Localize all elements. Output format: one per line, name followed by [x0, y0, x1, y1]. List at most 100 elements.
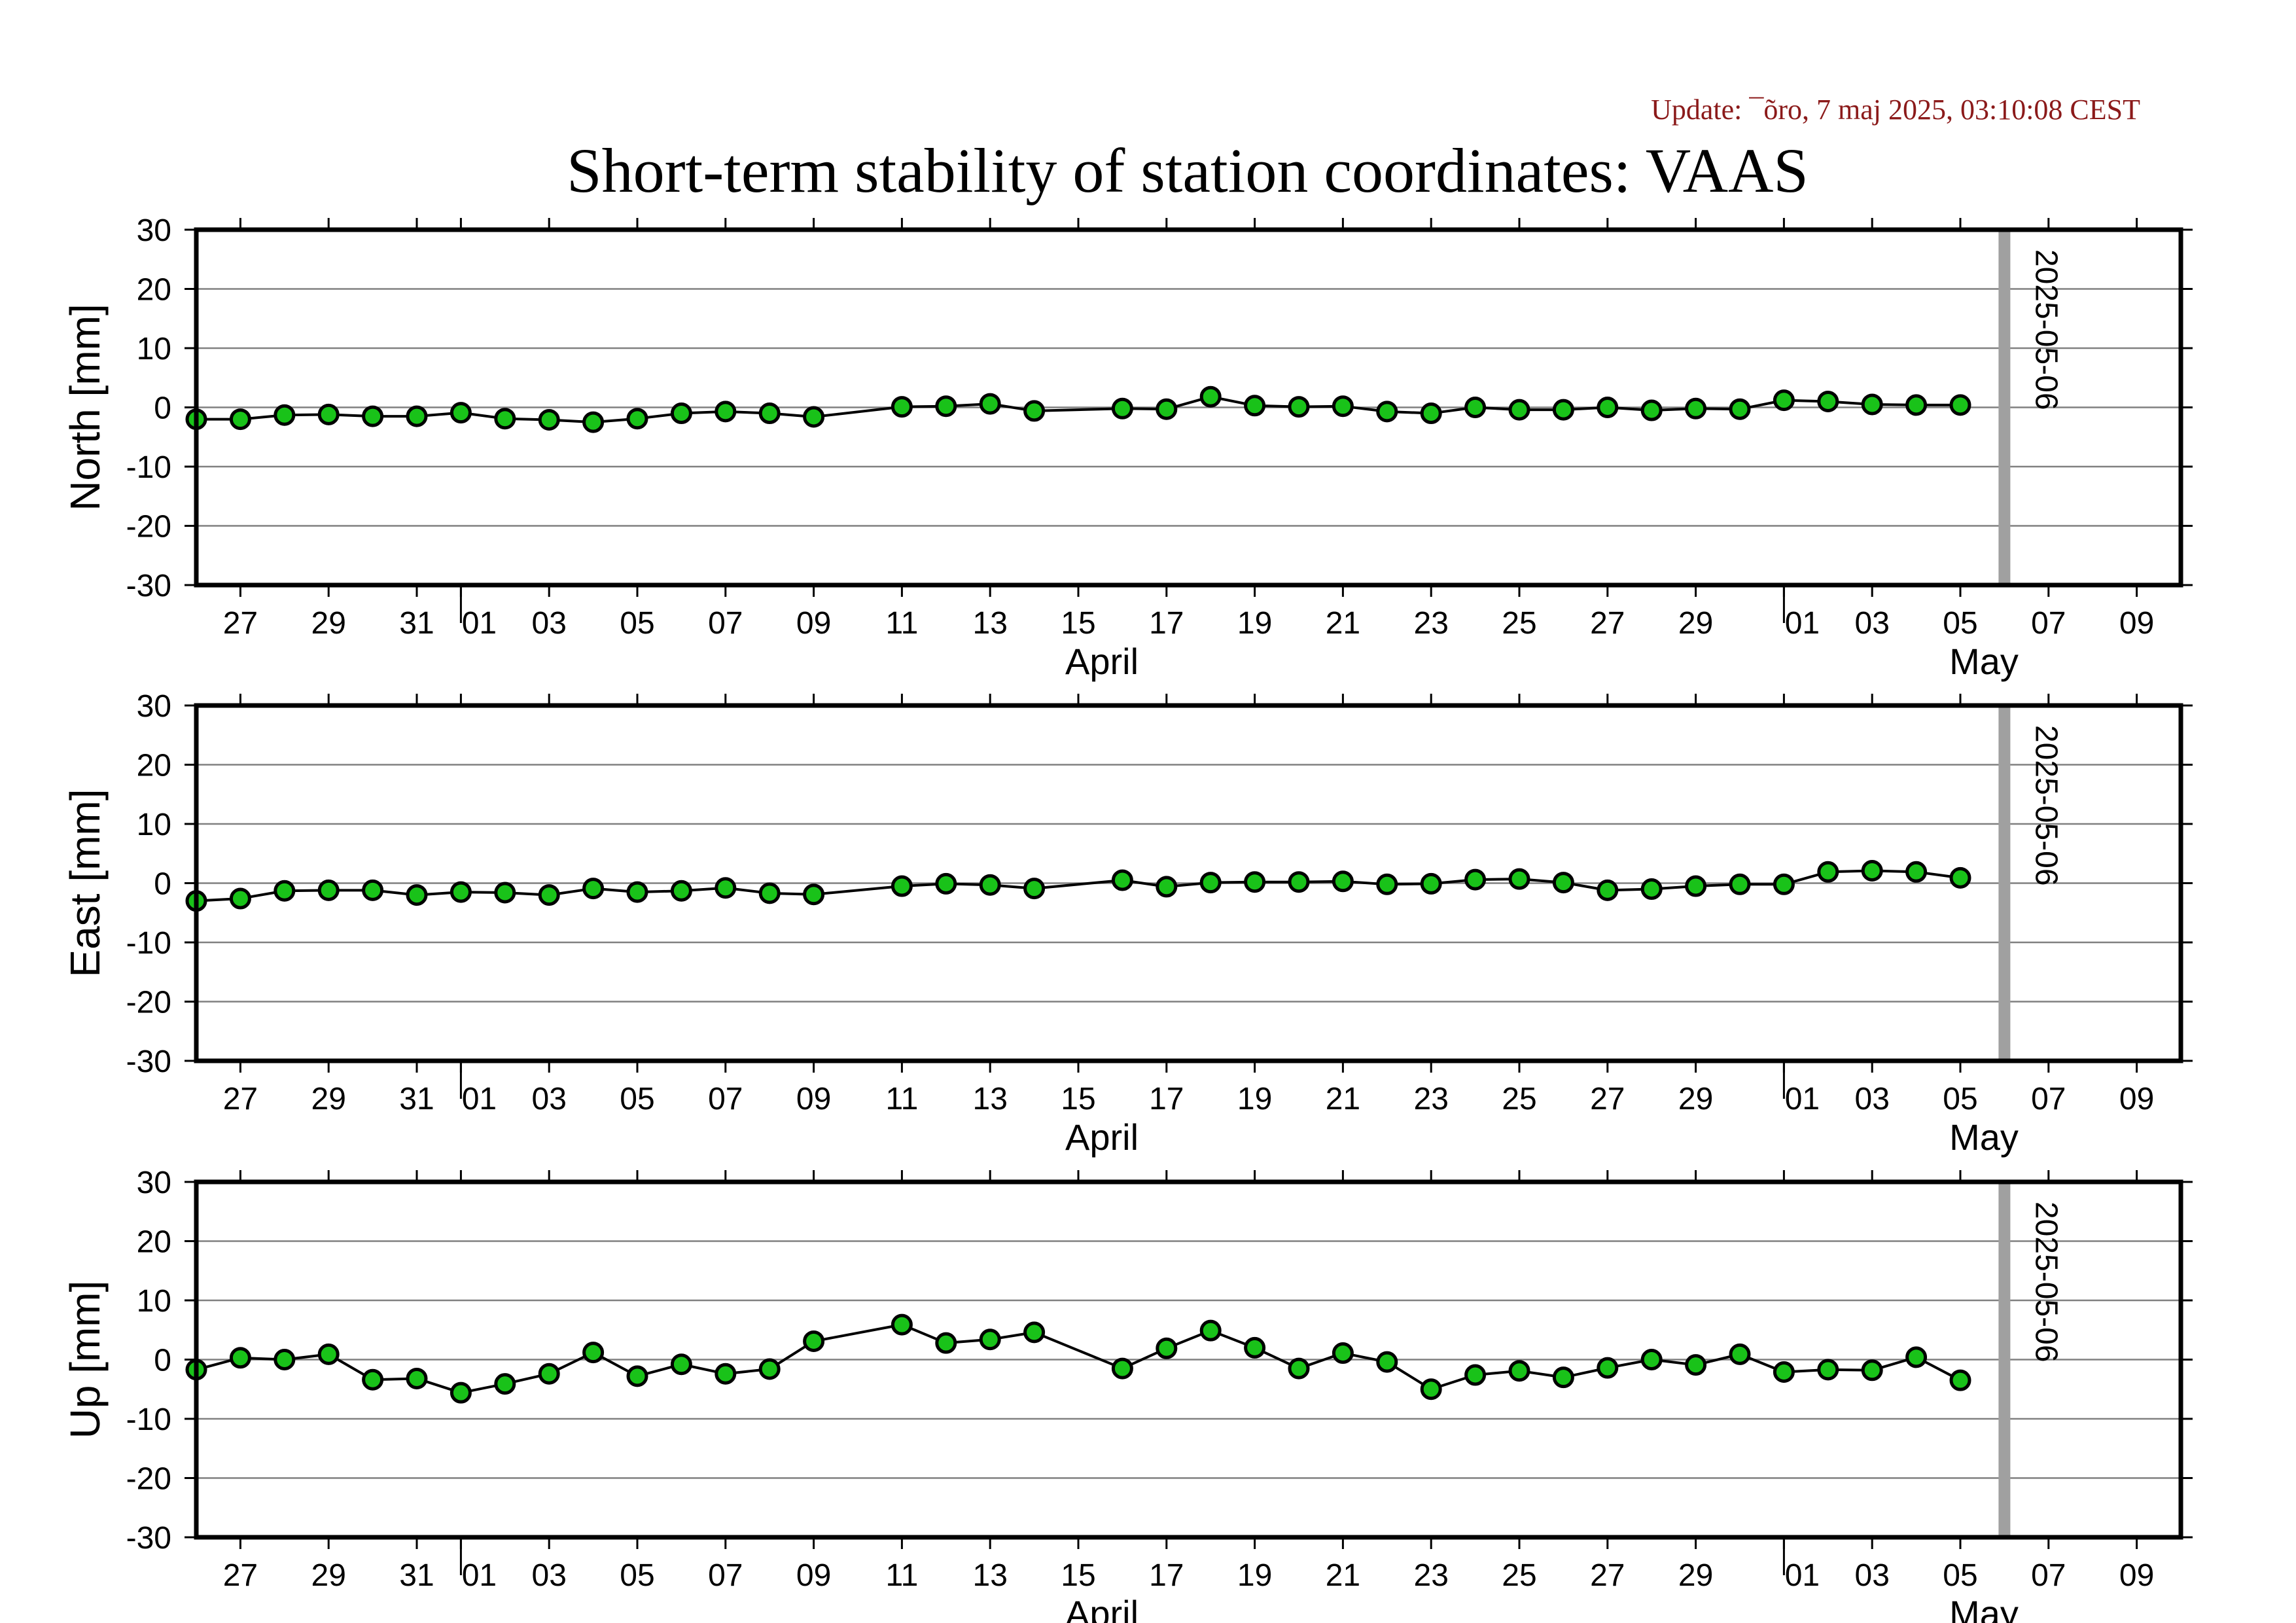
- x-tick-label: 05: [1943, 1558, 1977, 1593]
- y-tick-label: 0: [154, 867, 171, 902]
- data-point: [935, 395, 957, 418]
- data-point: [1288, 1357, 1310, 1380]
- month-label: May: [1949, 1593, 2019, 1623]
- data-point: [891, 396, 913, 418]
- data-point: [803, 406, 825, 428]
- x-tick-label: 03: [1855, 1082, 1890, 1116]
- data-point: [803, 883, 825, 906]
- data-point: [1861, 393, 1883, 416]
- x-tick-label: 01: [1785, 1558, 1820, 1593]
- data-point: [582, 1342, 605, 1364]
- data-point: [891, 875, 913, 897]
- y-tick-label: 0: [154, 1344, 171, 1378]
- x-tick-label: 27: [223, 1558, 258, 1593]
- x-tick-label: 01: [1785, 606, 1820, 641]
- data-point: [362, 1368, 384, 1391]
- x-tick-label: 05: [1943, 1082, 1977, 1116]
- y-tick-label: -30: [126, 1521, 171, 1556]
- data-point: [715, 401, 737, 423]
- reference-line-label: 2025-05-06: [2028, 249, 2063, 410]
- x-tick-label: 23: [1414, 606, 1449, 641]
- data-point: [494, 882, 516, 904]
- data-point: [1023, 1321, 1046, 1344]
- x-tick-label: 25: [1502, 1082, 1536, 1116]
- data-point: [715, 1363, 737, 1385]
- x-tick-label: 01: [1785, 1082, 1820, 1116]
- x-tick-label: 03: [532, 1558, 567, 1593]
- data-point: [626, 1365, 648, 1387]
- x-tick-label: 11: [885, 606, 918, 641]
- x-tick-label: 19: [1237, 1082, 1272, 1116]
- data-point: [758, 402, 781, 425]
- data-point: [979, 393, 1001, 415]
- data-point: [1817, 861, 1839, 883]
- x-tick-label: 23: [1414, 1558, 1449, 1593]
- data-point: [362, 879, 384, 901]
- x-tick-label: 29: [1678, 1082, 1713, 1116]
- month-label: May: [1949, 641, 2019, 682]
- data-point: [274, 1349, 296, 1370]
- data-point: [1685, 875, 1707, 897]
- data-point: [1244, 871, 1266, 893]
- data-point: [670, 880, 692, 902]
- data-point: [450, 1382, 472, 1404]
- data-point: [1420, 1378, 1442, 1400]
- data-point: [538, 409, 560, 431]
- data-point: [1905, 861, 1928, 883]
- plot-frame: [194, 227, 2183, 588]
- data-point: [1244, 395, 1266, 417]
- data-point: [1817, 390, 1839, 412]
- data-point: [494, 1373, 516, 1395]
- data-point: [1420, 402, 1442, 425]
- x-tick-label: 21: [1326, 606, 1360, 641]
- data-point: [582, 878, 605, 900]
- data-point: [758, 882, 781, 904]
- data-point: [1288, 871, 1310, 893]
- y-tick-label: 20: [137, 273, 171, 308]
- x-tick-label: 09: [2119, 606, 2154, 641]
- data-point: [450, 402, 472, 424]
- x-tick-label: 23: [1414, 1082, 1449, 1116]
- y-tick-label: 30: [137, 689, 171, 724]
- data-point: [1332, 870, 1354, 893]
- y-tick-label: -30: [126, 1044, 171, 1079]
- data-point: [1376, 873, 1398, 895]
- month-label: April: [1065, 641, 1139, 682]
- data-point: [1552, 399, 1574, 421]
- reference-line-label: 2025-05-06: [2028, 1202, 2063, 1363]
- data-point: [1199, 872, 1222, 894]
- panel-north: 30 20 10 0 -10 -20 -30 2025-05-06 27 29 31 01 03 05 07…: [62, 213, 2193, 682]
- x-tick-label: 29: [1678, 1558, 1713, 1593]
- x-tick-label: 27: [223, 606, 258, 641]
- y-tick-label: -10: [126, 1402, 171, 1437]
- data-point: [229, 408, 251, 431]
- y-tick-label: -20: [126, 1462, 171, 1497]
- data-point: [1729, 1343, 1751, 1365]
- data-point: [670, 1353, 692, 1376]
- x-tick-label: 17: [1149, 606, 1184, 641]
- y-tick-label: -10: [126, 926, 171, 961]
- data-point: [406, 1367, 428, 1389]
- x-tick-label: 13: [973, 606, 1008, 641]
- data-point: [1156, 398, 1178, 420]
- x-tick-label: 13: [973, 1558, 1008, 1593]
- x-tick-label: 09: [2119, 1082, 2154, 1116]
- data-point: [1949, 394, 1971, 416]
- data-point: [1773, 1361, 1795, 1383]
- y-tick-label: -20: [126, 986, 171, 1020]
- y-tick-label: -10: [126, 450, 171, 485]
- x-tick-label: 03: [532, 606, 567, 641]
- data-point: [1861, 1359, 1883, 1382]
- x-tick-label: 09: [796, 606, 831, 641]
- data-point: [1023, 400, 1046, 422]
- data-point: [1685, 1354, 1707, 1376]
- data-point: [1905, 1346, 1928, 1368]
- x-tick-label: 29: [1678, 606, 1713, 641]
- data-point: [274, 880, 296, 902]
- data-point: [1552, 872, 1574, 894]
- data-point: [1464, 397, 1487, 418]
- x-tick-label: 09: [796, 1082, 831, 1116]
- data-point: [450, 881, 472, 903]
- data-point: [1640, 878, 1663, 901]
